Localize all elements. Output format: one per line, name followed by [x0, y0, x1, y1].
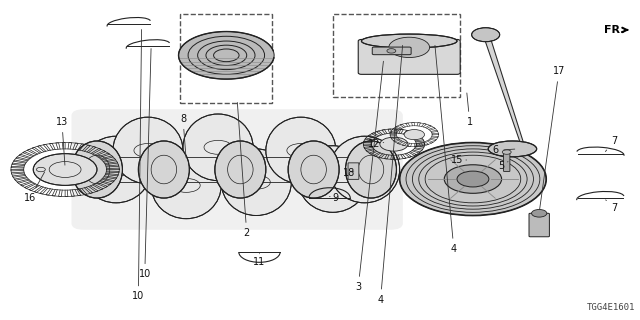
FancyBboxPatch shape: [348, 163, 359, 179]
Text: 17: 17: [540, 66, 565, 210]
FancyBboxPatch shape: [504, 153, 510, 172]
Circle shape: [444, 165, 502, 193]
Ellipse shape: [221, 149, 291, 215]
FancyBboxPatch shape: [358, 39, 460, 74]
Ellipse shape: [81, 136, 151, 203]
Text: 11: 11: [253, 253, 266, 267]
Circle shape: [404, 130, 424, 140]
Ellipse shape: [288, 141, 339, 198]
Text: 9: 9: [330, 193, 339, 203]
Text: TGG4E1601: TGG4E1601: [587, 303, 636, 312]
Text: 4: 4: [435, 45, 457, 254]
Polygon shape: [483, 33, 524, 144]
Text: 18: 18: [342, 168, 355, 178]
Ellipse shape: [298, 146, 368, 212]
Ellipse shape: [183, 114, 253, 180]
Text: 12: 12: [368, 139, 384, 149]
Ellipse shape: [266, 117, 336, 184]
Text: 7: 7: [605, 200, 618, 212]
Text: 3: 3: [355, 61, 383, 292]
Text: 7: 7: [605, 136, 618, 152]
Ellipse shape: [330, 136, 399, 203]
Circle shape: [399, 142, 546, 215]
Text: 1: 1: [467, 93, 473, 127]
Text: 13: 13: [56, 117, 68, 165]
FancyBboxPatch shape: [72, 109, 403, 230]
Circle shape: [472, 28, 500, 42]
Text: 2: 2: [237, 102, 250, 238]
FancyBboxPatch shape: [372, 47, 411, 55]
Circle shape: [389, 37, 429, 58]
Text: 10: 10: [132, 29, 145, 301]
Text: 5: 5: [499, 161, 508, 171]
Text: 10: 10: [139, 49, 151, 279]
Text: 16: 16: [24, 172, 45, 203]
FancyBboxPatch shape: [529, 213, 549, 237]
Text: 4: 4: [378, 45, 403, 305]
Ellipse shape: [215, 141, 266, 198]
Text: 6: 6: [492, 146, 515, 156]
FancyBboxPatch shape: [333, 14, 460, 97]
Circle shape: [387, 49, 396, 53]
Ellipse shape: [138, 141, 189, 198]
Ellipse shape: [72, 141, 122, 198]
Circle shape: [457, 171, 489, 187]
Ellipse shape: [151, 152, 221, 219]
Circle shape: [179, 32, 274, 79]
Text: FR.: FR.: [604, 25, 627, 35]
Ellipse shape: [113, 117, 183, 184]
Circle shape: [532, 210, 547, 217]
Ellipse shape: [362, 34, 457, 48]
Circle shape: [380, 137, 408, 151]
Text: 8: 8: [180, 114, 186, 157]
Text: 15: 15: [451, 155, 467, 165]
Ellipse shape: [346, 141, 396, 198]
Ellipse shape: [488, 141, 537, 157]
Circle shape: [33, 154, 97, 185]
Circle shape: [502, 150, 511, 154]
FancyBboxPatch shape: [180, 14, 272, 103]
